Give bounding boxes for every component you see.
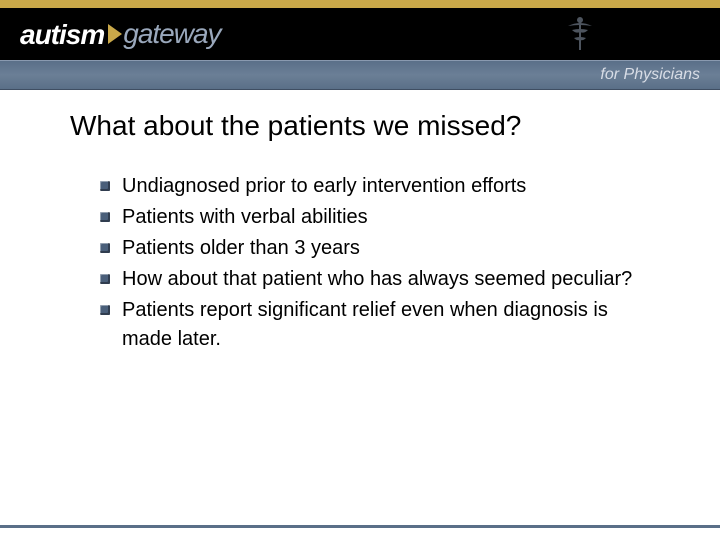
- list-item: Patients with verbal abilities: [100, 203, 650, 232]
- header-slate-bar: for Physicians: [0, 60, 720, 90]
- list-item: Patients report significant relief even …: [100, 296, 650, 354]
- logo-gateway-group: gateway: [108, 18, 220, 50]
- footer-rule: [0, 525, 720, 528]
- logo-word2: gateway: [123, 18, 220, 50]
- tagline: for Physicians: [600, 66, 700, 84]
- bullet-icon: [100, 305, 110, 315]
- header-black-bar: autism gateway: [0, 8, 720, 60]
- bullet-text: Patients report significant relief even …: [122, 299, 608, 350]
- bullet-text: Patients older than 3 years: [122, 237, 360, 259]
- content-area: What about the patients we missed? Undia…: [0, 80, 720, 354]
- page-title: What about the patients we missed?: [70, 110, 650, 142]
- bullet-icon: [100, 274, 110, 284]
- caduceus-icon: [560, 14, 600, 54]
- logo: autism gateway: [20, 18, 221, 51]
- bullet-list: Undiagnosed prior to early intervention …: [70, 172, 650, 354]
- header-gold-strip: [0, 0, 720, 8]
- bullet-text: Patients with verbal abilities: [122, 206, 368, 228]
- bullet-icon: [100, 181, 110, 191]
- list-item: Patients older than 3 years: [100, 234, 650, 263]
- logo-word1: autism: [20, 19, 104, 51]
- list-item: How about that patient who has always se…: [100, 265, 650, 294]
- list-item: Undiagnosed prior to early intervention …: [100, 172, 650, 201]
- play-triangle-icon: [108, 24, 122, 44]
- bullet-text: Undiagnosed prior to early intervention …: [122, 175, 526, 197]
- bullet-icon: [100, 243, 110, 253]
- header: autism gateway for Physicians: [0, 0, 720, 80]
- bullet-text: How about that patient who has always se…: [122, 268, 632, 290]
- bullet-icon: [100, 212, 110, 222]
